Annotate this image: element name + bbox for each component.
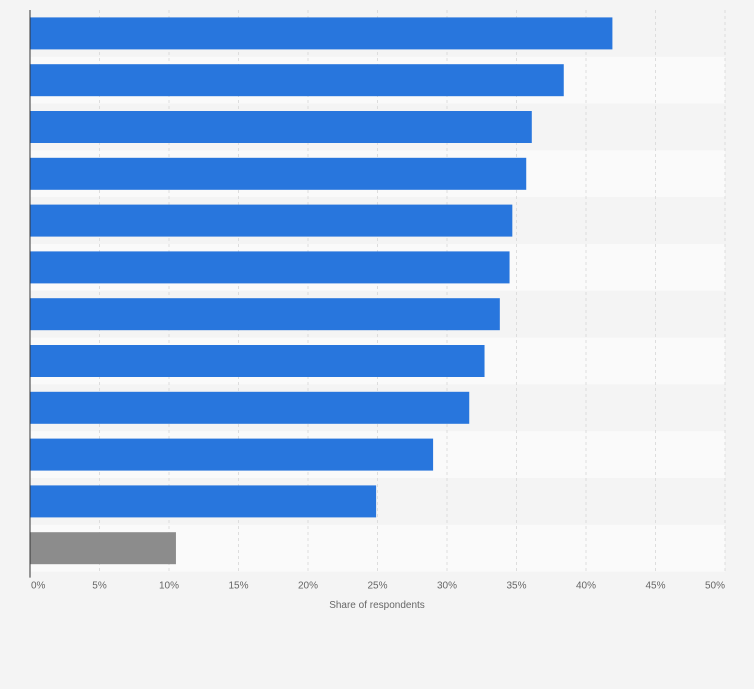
bar-1: [30, 17, 613, 50]
bar-5: [30, 204, 513, 237]
bar-12: [30, 532, 176, 565]
x-tick-label-8: 40%: [576, 581, 596, 592]
x-tick-label-10: 50%: [705, 581, 725, 592]
x-axis-title: Share of respondents: [329, 600, 425, 611]
x-tick-label-1: 5%: [92, 581, 107, 592]
x-tick-label-5: 25%: [367, 581, 387, 592]
bar-8: [30, 345, 485, 377]
x-axis-tick-labels: 0% 5% 10% 15% 20% 25% 30% 35% 40% 45% 50%: [31, 581, 725, 592]
bar-10: [30, 438, 434, 471]
bar-2: [30, 64, 564, 97]
x-tick-label-2: 10%: [159, 581, 179, 592]
bar-3: [30, 111, 532, 143]
x-tick-label-0: 0%: [31, 581, 46, 592]
x-tick-label-7: 35%: [506, 581, 526, 592]
x-tick-label-6: 30%: [437, 581, 457, 592]
x-tick-label-9: 45%: [645, 581, 665, 592]
bar-9: [30, 391, 470, 424]
bar-4: [30, 157, 527, 190]
bar-11: [30, 485, 377, 518]
x-tick-label-4: 20%: [298, 581, 318, 592]
bar-6: [30, 251, 510, 284]
x-tick-label-3: 15%: [228, 581, 248, 592]
bars: [30, 17, 613, 565]
bar-7: [30, 298, 500, 331]
